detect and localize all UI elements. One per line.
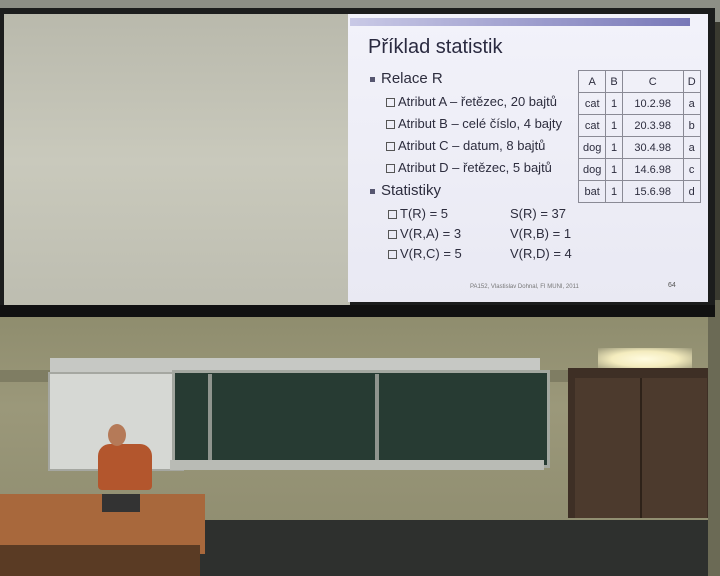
table-cell: 30.4.98 — [621, 136, 684, 159]
table-cell: 1 — [605, 158, 623, 181]
laptop — [102, 494, 140, 512]
bullet-icon — [370, 76, 375, 82]
slide-title-bar — [350, 18, 690, 26]
board-rail — [50, 358, 540, 372]
lecturer-head — [108, 424, 126, 446]
attribute-text: Atribut A – řetězec, 20 bajtů — [398, 94, 557, 109]
door-split — [640, 378, 642, 518]
table-cell: a — [682, 136, 701, 159]
slide-footer: PA152, Vlastislav Dohnal, FI MUNI, 2011 — [470, 284, 579, 290]
checkbox-bullet-icon — [388, 210, 397, 220]
attribute-text: Atribut D – řetězec, 5 bajtů — [398, 160, 552, 175]
table-row: dog 1 14.6.98 c — [577, 158, 701, 181]
stat-text: V(R,A) = 3 — [400, 226, 462, 241]
table-header: D — [682, 70, 701, 93]
section-statistiky: Statistiky — [370, 182, 441, 199]
stat-item: V(R,A) = 3 — [388, 226, 461, 241]
relation-table: A B C D cat 1 10.2.98 a cat 1 20.3.98 b … — [577, 70, 701, 203]
table-header: C — [621, 70, 684, 93]
table-cell: 1 — [605, 180, 623, 203]
table-cell: cat — [577, 92, 607, 115]
section-relace: Relace R — [370, 70, 443, 87]
chalkboard — [172, 370, 550, 468]
stat-text: V(R,D) = 4 — [510, 246, 572, 261]
table-cell: bat — [577, 180, 607, 203]
table-cell: 20.3.98 — [621, 114, 684, 137]
table-cell: b — [682, 114, 701, 137]
checkbox-bullet-icon — [386, 142, 395, 152]
table-cell: a — [682, 92, 701, 115]
attribute-text: Atribut C – datum, 8 bajtů — [398, 138, 546, 153]
table-cell: 1 — [605, 92, 623, 115]
stat-item: V(R,C) = 5 — [388, 246, 462, 261]
checkbox-bullet-icon — [386, 120, 395, 130]
attribute-item: Atribut C – datum, 8 bajtů — [386, 138, 545, 153]
section-label: Statistiky — [381, 182, 442, 199]
table-header-row: A B C D — [577, 70, 701, 93]
table-cell: 1 — [605, 114, 623, 137]
table-cell: 1 — [605, 136, 623, 159]
slide-title: Příklad statistik — [368, 36, 503, 58]
section-label: Relace R — [381, 70, 443, 87]
lecturer-body — [98, 444, 152, 490]
stat-text: V(R,B) = 1 — [510, 226, 572, 241]
table-cell: 10.2.98 — [621, 92, 684, 115]
floor — [190, 520, 720, 576]
table-cell: 15.6.98 — [621, 180, 684, 203]
attribute-text: Atribut B – celé číslo, 4 bajty — [398, 116, 563, 131]
checkbox-bullet-icon — [388, 250, 397, 260]
checkbox-bullet-icon — [386, 98, 395, 108]
table-row: bat 1 15.6.98 d — [577, 180, 701, 203]
podium-front — [0, 545, 200, 576]
table-header: A — [577, 70, 607, 93]
chalkboard-divider — [208, 374, 212, 462]
table-cell: dog — [577, 136, 607, 159]
table-cell: cat — [577, 114, 607, 137]
attribute-item: Atribut A – řetězec, 20 bajtů — [386, 94, 557, 109]
screen-bottom-edge — [0, 305, 715, 317]
projection-screen-unlit — [4, 14, 350, 308]
chalk-tray — [170, 460, 544, 470]
attribute-item: Atribut B – celé číslo, 4 bajty — [386, 116, 562, 131]
table-header: B — [605, 70, 623, 93]
slide-page-number: 64 — [668, 282, 676, 289]
checkbox-bullet-icon — [388, 230, 397, 240]
stat-item: T(R) = 5 — [388, 206, 448, 221]
attribute-item: Atribut D – řetězec, 5 bajtů — [386, 160, 552, 175]
stat-text: S(R) = 37 — [510, 206, 566, 221]
stat-text: T(R) = 5 — [400, 206, 449, 221]
ceiling-light — [598, 348, 692, 370]
table-cell: c — [682, 158, 701, 181]
table-cell: dog — [577, 158, 607, 181]
table-row: dog 1 30.4.98 a — [577, 136, 701, 159]
stat-text: V(R,C) = 5 — [400, 246, 462, 261]
chalkboard-divider — [375, 374, 379, 462]
table-row: cat 1 10.2.98 a — [577, 92, 701, 115]
side-wall — [708, 300, 720, 576]
bullet-icon — [370, 188, 375, 194]
table-cell: d — [682, 180, 701, 203]
table-cell: 14.6.98 — [621, 158, 684, 181]
checkbox-bullet-icon — [386, 164, 395, 174]
table-row: cat 1 20.3.98 b — [577, 114, 701, 137]
